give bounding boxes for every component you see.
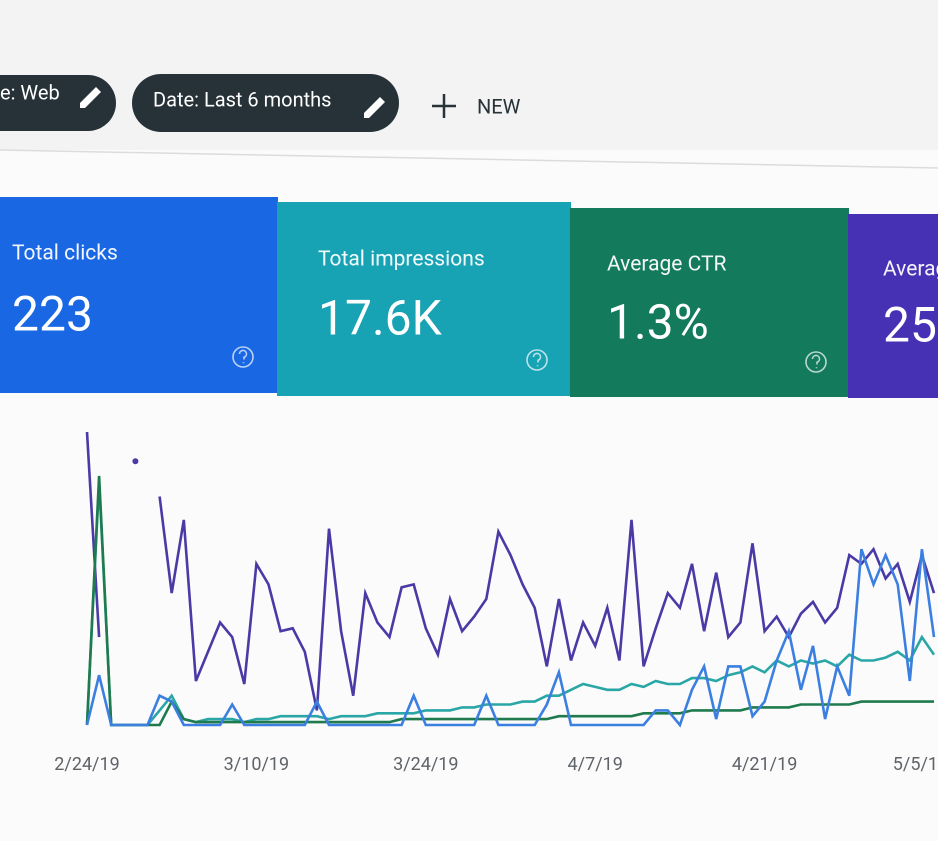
card-background bbox=[848, 214, 938, 398]
card-background bbox=[0, 197, 278, 393]
new-filter-button[interactable]: NEW bbox=[432, 94, 521, 118]
series-line bbox=[158, 496, 936, 711]
x-tick-label: 3/10/19 bbox=[224, 754, 289, 775]
metric-card[interactable]: Total clicks 223 bbox=[0, 197, 278, 393]
filter-chip[interactable]: Date: Last 6 months bbox=[132, 74, 399, 132]
filter-chip[interactable]: e: Web bbox=[0, 75, 116, 131]
plus-icon bbox=[432, 94, 456, 118]
help-icon[interactable] bbox=[526, 349, 548, 371]
edit-icon bbox=[80, 87, 101, 108]
divider bbox=[0, 149, 938, 169]
new-label: NEW bbox=[477, 94, 521, 118]
x-tick-label: 3/24/19 bbox=[393, 754, 458, 775]
chip-label: e: Web bbox=[0, 80, 60, 104]
chip-background bbox=[0, 75, 116, 131]
series-line bbox=[85, 475, 934, 727]
x-tick-label: 2/24/19 bbox=[54, 754, 119, 775]
metric-card[interactable]: Average CTR 1.3% bbox=[570, 208, 849, 397]
help-icon[interactable] bbox=[805, 351, 827, 373]
metric-value: 223 bbox=[12, 286, 93, 343]
metric-label: Average CTR bbox=[607, 253, 727, 277]
chip-label: Date: Last 6 months bbox=[153, 87, 332, 111]
chip-background bbox=[132, 74, 399, 132]
card-background bbox=[277, 202, 571, 396]
performance-chart: 2/24/19 3/10/19 3/24/19 4/7/19 4/21/19 5/5/1 bbox=[54, 431, 938, 775]
metric-value: 1.3% bbox=[607, 294, 709, 351]
x-tick-label: 5/5/1 bbox=[893, 754, 938, 775]
metric-value: 17.6K bbox=[318, 290, 443, 347]
card-background bbox=[570, 208, 849, 397]
x-tick-label: 4/21/19 bbox=[732, 754, 797, 775]
metric-card[interactable]: Averag 25 bbox=[848, 214, 938, 398]
metric-card[interactable]: Total impressions 17.6K bbox=[277, 202, 571, 396]
metric-label: Total impressions bbox=[318, 248, 485, 272]
metric-value: 25 bbox=[883, 297, 937, 354]
x-tick-label: 4/7/19 bbox=[568, 754, 623, 775]
help-icon[interactable] bbox=[232, 346, 254, 368]
metric-label: Total clicks bbox=[12, 242, 118, 266]
series-line bbox=[85, 548, 936, 728]
series-line bbox=[85, 481, 936, 727]
metric-label: Averag bbox=[883, 258, 938, 282]
edit-icon bbox=[364, 97, 385, 118]
series-line bbox=[85, 431, 101, 638]
data-point bbox=[132, 458, 139, 465]
